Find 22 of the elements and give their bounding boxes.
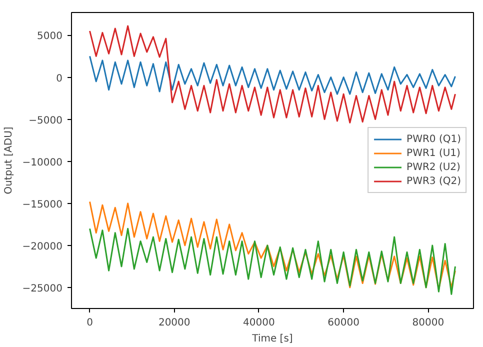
legend-label: PWR2 (U2): [406, 161, 460, 173]
y-tick-label: −25000: [22, 283, 63, 294]
line-series: [89, 228, 456, 295]
x-tick-label: 40000: [243, 318, 275, 328]
y-tick-label: 5000: [37, 31, 63, 42]
x-tick-label: 80000: [412, 318, 444, 328]
y-tick-label: −15000: [22, 199, 63, 210]
legend-label: PWR3 (Q2): [406, 175, 461, 187]
y-tick-label: 0: [56, 73, 63, 84]
x-tick-label: 0: [86, 318, 93, 328]
x-tick-label: 60000: [328, 318, 360, 328]
line-series: [89, 25, 456, 124]
line-series: [89, 200, 456, 290]
legend-label: PWR1 (U1): [406, 147, 460, 159]
legend-label: PWR0 (Q1): [406, 133, 461, 145]
y-tick-label: −10000: [22, 157, 63, 168]
x-axis-title: Time [s]: [251, 334, 293, 344]
y-axis-title: Output [ADU]: [3, 126, 14, 194]
line-series: [89, 55, 456, 95]
y-tick-label: −20000: [22, 241, 63, 252]
x-tick-label: 20000: [158, 318, 190, 328]
y-tick-label: −5000: [28, 115, 62, 126]
